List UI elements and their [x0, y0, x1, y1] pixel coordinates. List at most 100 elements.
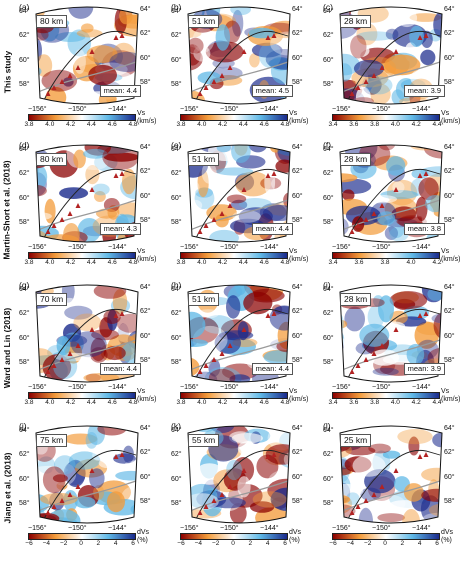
latitude-label: 58°	[19, 81, 30, 88]
volcano-marker	[197, 91, 203, 96]
latitude-label: 60°	[323, 476, 334, 483]
depth-label: 28 km	[340, 15, 372, 28]
colorbar-tick: 6	[283, 540, 287, 547]
latitude-label: 60°	[19, 57, 30, 64]
colorbar-tick: 4.4	[86, 399, 96, 406]
volcano-marker	[197, 510, 203, 515]
anomaly-blob	[353, 59, 385, 78]
latitude-label: 62°	[444, 449, 455, 456]
anomaly-blob	[269, 305, 290, 331]
colorbar-tick: 2	[400, 540, 405, 547]
map-frame	[35, 425, 139, 524]
anomaly-blob	[188, 311, 206, 339]
colorbar-tick: 4.2	[411, 399, 421, 406]
volcano-marker	[59, 79, 65, 84]
slab-contour	[195, 308, 289, 379]
colorbar-tick: −6	[177, 540, 185, 547]
colorbar-tick: 2	[248, 540, 253, 547]
anomaly-blob	[237, 8, 255, 26]
latitude-label: 58°	[323, 219, 334, 226]
coastline	[341, 199, 441, 231]
depth-label: 28 km	[340, 153, 372, 166]
volcano-marker	[271, 452, 277, 457]
colorbar-tick: 6	[131, 540, 135, 547]
colorbar-tick: 3.8	[24, 399, 34, 406]
longitude-label: −156°	[28, 244, 47, 251]
latitude-label: 62°	[292, 308, 303, 315]
volcano-marker	[113, 35, 119, 40]
colorbar-tick: 4.2	[218, 399, 228, 406]
latitude-label: 58°	[444, 217, 455, 224]
colorbar-tick: 4.8	[128, 121, 138, 128]
latitude-label: 62°	[444, 30, 455, 37]
colorbar-tick: 4.0	[197, 121, 207, 128]
latitude-label: 60°	[323, 195, 334, 202]
anomaly-blob	[410, 69, 431, 87]
colorbar-tick: 3.8	[24, 259, 34, 266]
slab-contour	[43, 30, 137, 101]
volcano-marker	[119, 171, 125, 176]
volcano-marker	[51, 504, 57, 509]
anomaly-blob	[420, 166, 442, 177]
anomaly-blob	[52, 474, 68, 483]
volcano-marker	[119, 33, 125, 38]
map-panel-e: (e) 51 km mean: 4.4 64° 64° 62° 62° 60° 60° 58° 58…	[170, 140, 308, 268]
latitude-label: 58°	[171, 500, 182, 507]
colorbar-tick: 3.8	[176, 399, 186, 406]
coastline	[189, 199, 289, 231]
map-panel-f: (f) 28 km mean: 3.8 64° 64° 62° 62° 60° 60° 58° 58…	[322, 140, 460, 268]
anomaly-blob	[90, 347, 108, 363]
latitude-label: 60°	[323, 335, 334, 342]
volcano-marker	[45, 510, 51, 515]
map-panel-a: (a) 80 km mean: 4.4 64° 64° 62° 62° 60° 60° 58° 58…	[18, 2, 156, 130]
slab-contour	[43, 168, 137, 239]
anomaly-blob	[63, 223, 80, 242]
anomaly-blob	[403, 483, 424, 502]
latitude-label: 60°	[140, 474, 151, 481]
anomaly-blob	[359, 323, 390, 347]
anomaly-blob	[36, 211, 52, 221]
longitude-label: −144°	[260, 525, 279, 532]
anomaly-blob	[215, 213, 229, 228]
anomaly-blob	[365, 76, 393, 95]
map-panel-i: (i) 28 km mean: 3.9 64° 64° 62° 62° 60° 60° 58° 58…	[322, 280, 460, 408]
colorbar	[28, 392, 136, 399]
volcano-marker	[113, 173, 119, 178]
volcano-marker	[271, 33, 277, 38]
anomaly-blob	[258, 42, 282, 68]
map-frame	[339, 425, 443, 524]
anomaly-blob	[202, 315, 234, 334]
anomaly-blob	[54, 455, 76, 475]
volcano-marker	[349, 91, 355, 96]
longitude-label: −150°	[372, 525, 391, 532]
anomaly-blob	[265, 49, 290, 70]
colorbar-tick: 4.0	[197, 399, 207, 406]
longitude-label: −156°	[332, 106, 351, 113]
colorbar-tick: 4.0	[390, 399, 400, 406]
latitude-label: 64°	[19, 286, 30, 293]
anomaly-blob	[385, 28, 399, 40]
slab-contour	[347, 168, 441, 239]
anomaly-blob	[369, 83, 391, 104]
colorbar-unit: dVs (%)	[441, 529, 454, 544]
velocity-map	[35, 6, 139, 105]
anomaly-blob	[73, 149, 86, 169]
anomaly-blob	[188, 493, 219, 510]
slab-contour	[195, 30, 289, 101]
colorbar-tick: 3.8	[176, 259, 186, 266]
longitude-label: −150°	[372, 244, 391, 251]
volcano-marker	[363, 79, 369, 84]
colorbar	[332, 114, 440, 121]
colorbar-tick: 4.6	[259, 399, 269, 406]
colorbar-unit: Vs (km/s)	[289, 110, 309, 125]
anomaly-blob	[249, 53, 260, 68]
row-label-ward-lin: Ward and Lin (2018)	[0, 284, 14, 412]
anomaly-blob	[231, 9, 244, 37]
anomaly-blob	[122, 168, 136, 195]
anomaly-blob	[421, 467, 442, 482]
anomaly-blob	[208, 358, 221, 377]
volcano-marker	[211, 79, 217, 84]
colorbar-tick: 4.4	[238, 399, 248, 406]
anomaly-blob	[433, 311, 442, 340]
colorbar	[28, 533, 136, 540]
